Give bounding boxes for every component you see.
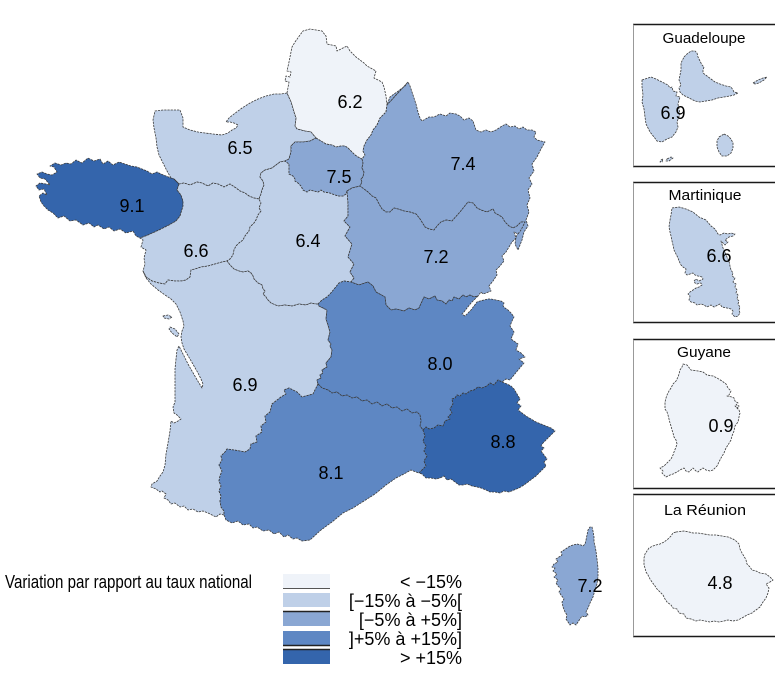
svg-text:6.9: 6.9 (660, 103, 685, 123)
svg-text:6.5: 6.5 (227, 138, 252, 158)
svg-text:[−5% à +5%]: [−5% à +5%] (359, 610, 462, 630)
svg-text:7.4: 7.4 (450, 154, 475, 174)
svg-text:9.1: 9.1 (119, 196, 144, 216)
svg-text:Guyane: Guyane (677, 344, 731, 361)
svg-text:La Réunion: La Réunion (664, 502, 746, 519)
svg-text:6.6: 6.6 (706, 246, 731, 266)
svg-text:6.2: 6.2 (337, 92, 362, 112)
svg-text:6.4: 6.4 (295, 231, 320, 251)
svg-text:6.6: 6.6 (183, 241, 208, 261)
svg-text:7.5: 7.5 (326, 167, 351, 187)
svg-text:< −15%: < −15% (400, 572, 462, 592)
svg-text:0.9: 0.9 (708, 416, 733, 436)
svg-text:4.8: 4.8 (707, 573, 732, 593)
svg-text:7.2: 7.2 (577, 576, 602, 596)
svg-text:Guadeloupe: Guadeloupe (663, 30, 746, 47)
svg-text:8.8: 8.8 (490, 432, 515, 452)
svg-text:7.2: 7.2 (423, 247, 448, 267)
svg-text:[−15% à −5%[: [−15% à −5%[ (349, 591, 462, 611)
svg-text:8.0: 8.0 (427, 354, 452, 374)
svg-text:> +15%: > +15% (400, 648, 462, 668)
svg-text:6.9: 6.9 (232, 375, 257, 395)
svg-text:Martinique: Martinique (669, 187, 742, 204)
svg-text:]+5% à +15%]: ]+5% à +15%] (349, 629, 462, 649)
svg-text:Variation par rapport au taux: Variation par rapport au taux national (5, 572, 252, 592)
svg-text:8.1: 8.1 (318, 463, 343, 483)
